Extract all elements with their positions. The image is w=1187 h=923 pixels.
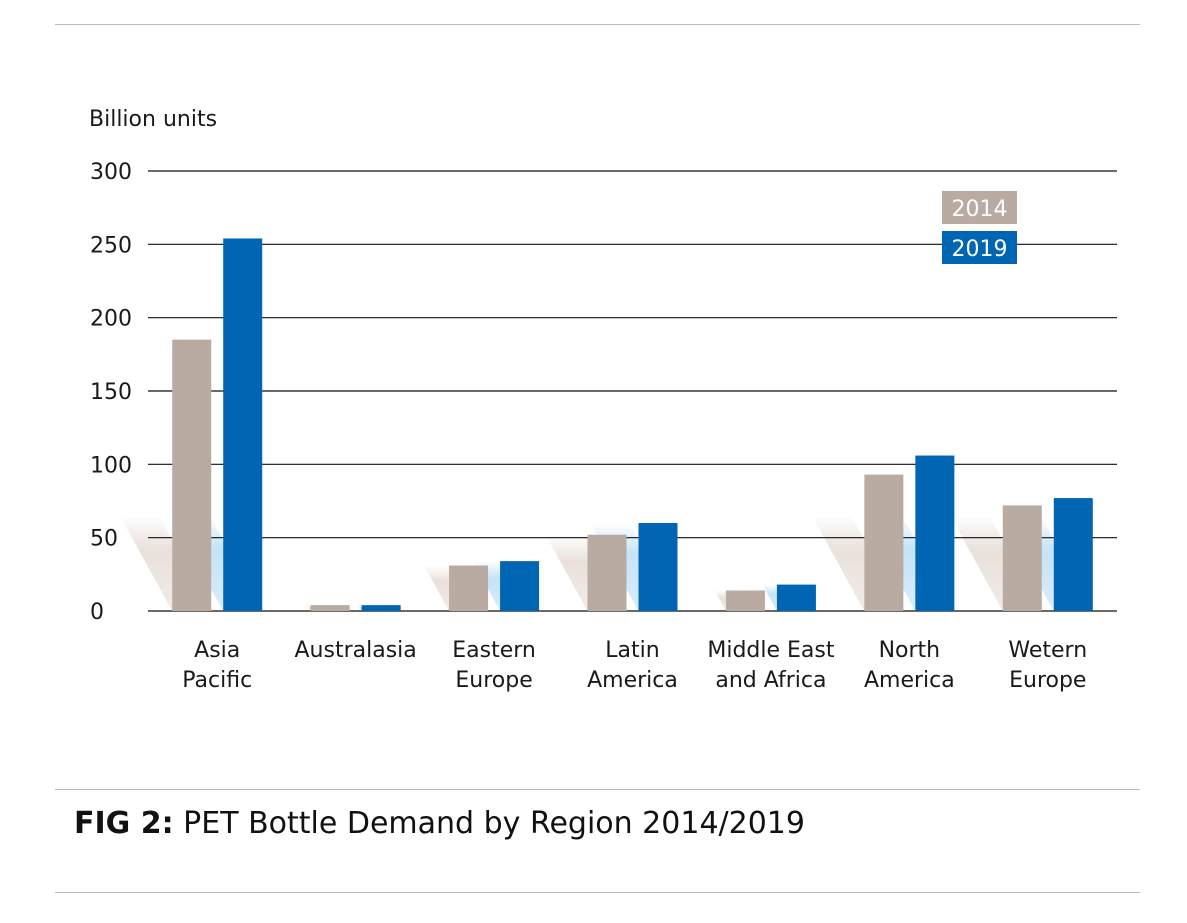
y-tick-labels: 0 50 100 150 200 250 300 [90,160,132,625]
legend: 2014 2019 [942,191,1017,264]
legend-label-2014: 2014 [952,197,1008,222]
legend-swatch-2014 [942,191,1017,224]
y-tick-label: 200 [90,307,132,332]
middle-rule [55,789,1140,790]
bar-2019 [915,455,955,611]
top-rule [55,24,1140,25]
x-tick-label: America [864,668,955,693]
bar-2014 [172,339,212,611]
legend-label-2019: 2019 [952,237,1008,262]
bar-2014 [449,565,489,611]
y-tick-label: 50 [90,527,118,552]
x-tick-label: Australasia [295,638,417,663]
x-tick-label: Latin [605,638,659,663]
bar-2014 [725,590,765,611]
x-tick-label: Europe [455,668,532,693]
bar-2014 [310,605,350,611]
bar-2019 [361,605,401,611]
x-tick-label: North [879,638,941,663]
x-tick-label: Europe [1009,668,1086,693]
y-tick-label: 0 [90,600,104,625]
y-tick-label: 250 [90,233,132,258]
y-tick-label: 100 [90,453,132,478]
x-tick-label: America [587,668,678,693]
y-axis-label: Billion units [89,107,217,132]
bar-2019 [1053,498,1093,611]
figure-label: FIG 2: [74,806,174,841]
x-tick-label: Wetern [1008,638,1087,663]
y-tick-label: 150 [90,380,132,405]
bar-2014 [1002,505,1042,611]
x-tick-labels: Asia Pacific Australasia Eastern Europe Latin… [182,638,1087,693]
x-tick-label: Middle East [707,638,835,663]
bar-2014 [864,474,904,611]
bars [172,238,1093,611]
legend-swatch-2019 [942,231,1017,264]
y-tick-label: 300 [90,160,132,185]
x-tick-label: Pacific [182,668,252,693]
figure-caption: FIG 2: PET Bottle Demand by Region 2014/… [74,806,805,841]
bar-2019 [500,561,540,611]
x-tick-label: Eastern [452,638,536,663]
bar-2019 [638,523,678,611]
figure-title: PET Bottle Demand by Region 2014/2019 [183,806,805,841]
bar-2019 [776,584,816,611]
x-tick-label: and Africa [715,668,826,693]
bar-2019 [223,238,263,611]
x-tick-label: Asia [194,638,240,663]
bar-2014 [587,534,627,611]
bottom-rule [55,892,1140,893]
bar-chart: Billion units 0 50 100 150 200 250 300 Asia Pac… [89,107,1117,693]
